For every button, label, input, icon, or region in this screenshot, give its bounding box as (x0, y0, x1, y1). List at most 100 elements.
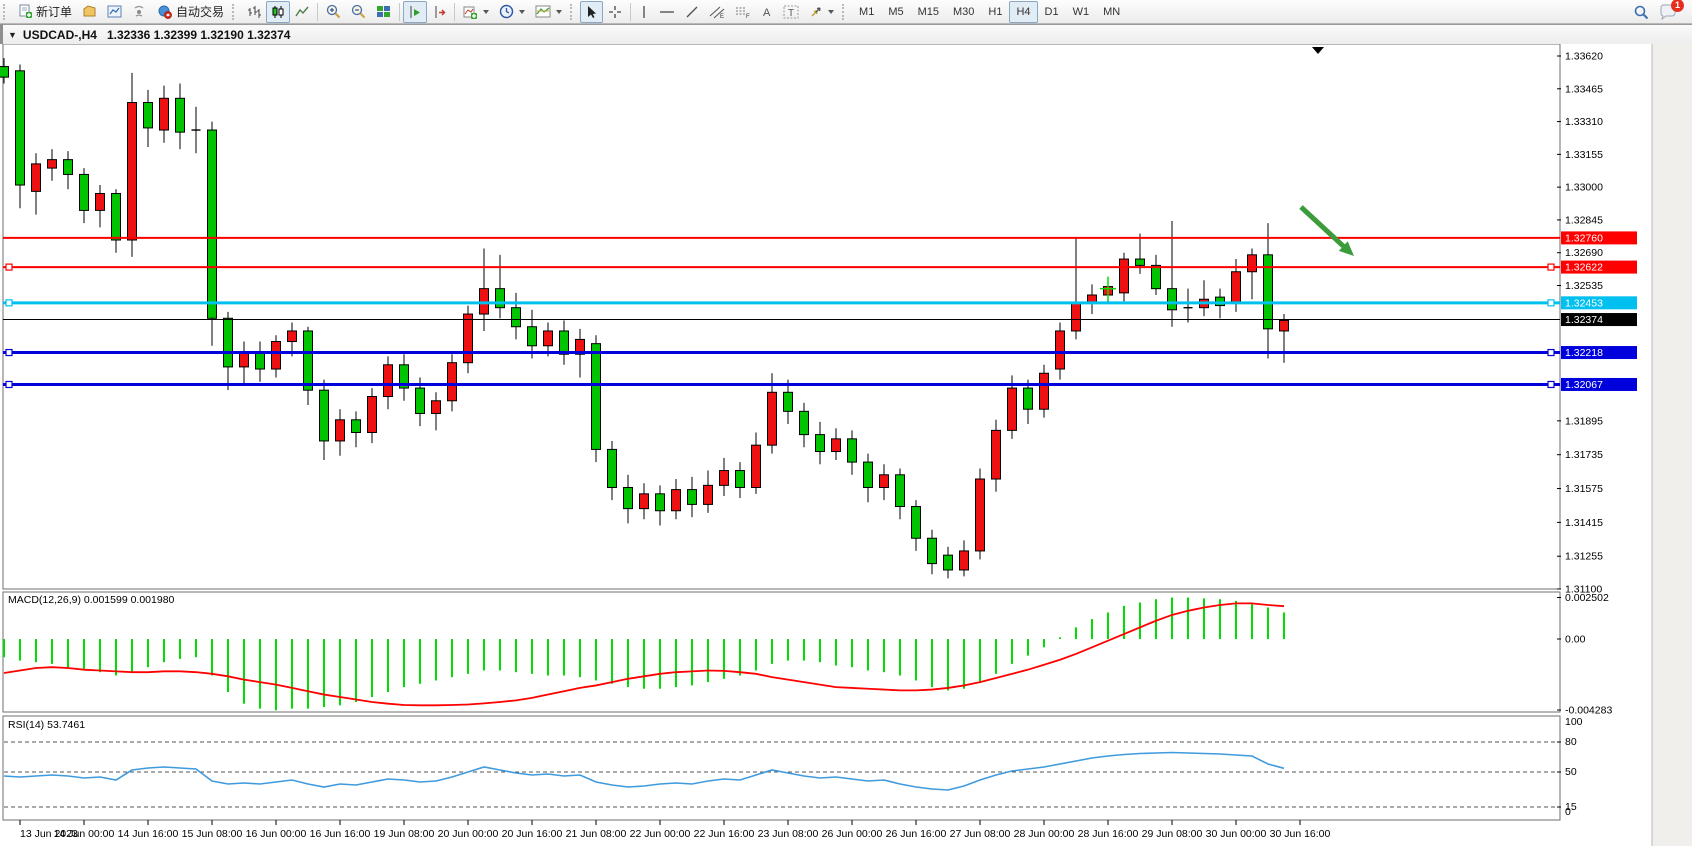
auto-scroll-button[interactable] (403, 0, 428, 23)
timeframe-m5-button[interactable]: M5 (888, 5, 904, 18)
svg-text:14 Jun 00:00: 14 Jun 00:00 (54, 828, 115, 840)
fibonacci-tool[interactable]: F (730, 1, 756, 23)
templates-button[interactable] (530, 1, 567, 23)
profile-icon (83, 5, 96, 17)
arrows-icon (811, 6, 821, 16)
svg-text:30 Jun 16:00: 30 Jun 16:00 (1270, 828, 1331, 840)
timeframe-h1-button[interactable]: H1 (988, 5, 1003, 18)
timeframe-h4-button[interactable]: H4 (1009, 0, 1038, 23)
chart-canvas[interactable]: 1.32760 1.32622 1.32453 1.32218 1.32067 1.323… (0, 44, 1692, 846)
svg-text:15 Jun 08:00: 15 Jun 08:00 (182, 828, 243, 840)
macd-signal-line (3, 602, 1285, 707)
svg-text:1.31895: 1.31895 (1565, 415, 1603, 427)
text-label-icon: T (783, 5, 799, 19)
rsi-pane: 100 80 50 150 (3, 716, 1583, 818)
periods-caret-icon (519, 9, 526, 14)
zoom-in-icon (326, 4, 341, 19)
candlestick-icon (272, 5, 284, 18)
vertical-line-tool[interactable] (634, 1, 654, 23)
timeframe-w1-button[interactable]: W1 (1072, 5, 1090, 18)
line-chart-button[interactable] (290, 1, 314, 23)
svg-text:26 Jun 00:00: 26 Jun 00:00 (822, 828, 883, 840)
indicators-icon (463, 6, 478, 19)
svg-text:1.31415: 1.31415 (1565, 517, 1603, 529)
annotation-arrowhead (1338, 241, 1354, 256)
trend-line-tool[interactable] (680, 1, 704, 23)
svg-text:F: F (746, 14, 750, 19)
svg-text:20 Jun 16:00: 20 Jun 16:00 (502, 828, 563, 840)
arrows-tool[interactable] (804, 1, 839, 23)
annotation-arrow[interactable] (1299, 205, 1350, 253)
svg-text:1.32845: 1.32845 (1565, 214, 1603, 226)
svg-text:1.31735: 1.31735 (1565, 449, 1603, 461)
new-order-button[interactable]: 新订单 (13, 1, 77, 23)
timeframe-mn-button[interactable]: MN (1103, 5, 1121, 18)
autotrading-button[interactable]: 自动交易 (152, 1, 229, 23)
indicators-button[interactable] (458, 1, 494, 23)
chart-shift-marker-icon[interactable] (1312, 47, 1324, 54)
tile-windows-button[interactable] (371, 1, 396, 23)
zoom-out-button[interactable] (346, 1, 371, 23)
toolbar-separator (317, 2, 319, 21)
cursor-tool-button[interactable] (580, 0, 604, 23)
bar-chart-button[interactable] (242, 1, 266, 23)
indicators-caret-icon (483, 9, 490, 14)
svg-text:1.32453: 1.32453 (1565, 297, 1603, 309)
auto-scroll-icon (410, 5, 421, 18)
svg-text:21 Jun 08:00: 21 Jun 08:00 (566, 828, 627, 840)
svg-text:23 Jun 08:00: 23 Jun 08:00 (758, 828, 819, 840)
svg-text:1.31255: 1.31255 (1565, 551, 1603, 563)
notifications-button[interactable]: 1 (1654, 0, 1684, 23)
svg-text:80: 80 (1565, 736, 1577, 748)
macd-indicator-label: MACD(12,26,9) 0.001599 0.001980 (8, 594, 175, 606)
timeframe-m15-button[interactable]: M15 (917, 5, 939, 18)
zoom-in-button[interactable] (321, 1, 346, 23)
horizontal-lines-layer[interactable]: 1.32760 1.32622 1.32453 1.32218 1.32067 1.323… (3, 231, 1637, 391)
svg-text:19 Jun 08:00: 19 Jun 08:00 (374, 828, 435, 840)
zoom-out-icon (351, 4, 366, 19)
timeframe-m1-button[interactable]: M1 (859, 5, 875, 18)
svg-text:13 Jun 2023: 13 Jun 2023 (20, 828, 78, 840)
toolbar-grip (232, 3, 239, 20)
svg-text:22 Jun 00:00: 22 Jun 00:00 (630, 828, 691, 840)
svg-text:1.31575: 1.31575 (1565, 483, 1603, 495)
price-axis[interactable]: 1.33620 1.33465 1.33310 1.33155 1.33000 1.328… (1557, 51, 1603, 596)
market-watch-button[interactable] (102, 1, 127, 23)
svg-text:15: 15 (1565, 801, 1577, 813)
chart-shift-button[interactable] (427, 1, 451, 23)
chart-shift-icon (435, 5, 446, 18)
text-tool[interactable]: A (756, 1, 778, 23)
crosshair-tool-button[interactable] (603, 1, 627, 23)
search-icon (1634, 5, 1649, 19)
periods-button[interactable] (494, 1, 530, 23)
equidistant-channel-tool[interactable]: E (704, 1, 730, 23)
autotrading-icon (157, 5, 173, 19)
clock-icon (499, 4, 514, 19)
svg-text:0.00: 0.00 (1565, 634, 1586, 646)
svg-text:1.31100: 1.31100 (1565, 584, 1602, 596)
search-button[interactable] (1628, 1, 1654, 23)
templates-caret-icon (556, 9, 563, 14)
svg-text:28 Jun 00:00: 28 Jun 00:00 (1014, 828, 1075, 840)
candlestick-chart-button[interactable] (266, 0, 291, 23)
svg-text:30 Jun 00:00: 30 Jun 00:00 (1206, 828, 1267, 840)
trend-line-icon (686, 6, 698, 17)
svg-text:28 Jun 16:00: 28 Jun 16:00 (1078, 828, 1139, 840)
toolbar-grip (3, 3, 10, 20)
chart-profile-button[interactable] (77, 1, 102, 23)
signals-button[interactable] (127, 1, 152, 23)
fibonacci-icon: F (736, 7, 750, 19)
timeframe-m30-button[interactable]: M30 (953, 5, 975, 18)
text-label-tool[interactable]: T (778, 1, 804, 23)
svg-text:0: 0 (1565, 806, 1571, 818)
svg-text:1.32218: 1.32218 (1565, 347, 1603, 359)
svg-text:26 Jun 16:00: 26 Jun 16:00 (886, 828, 947, 840)
horizontal-line-tool[interactable] (654, 1, 680, 23)
svg-text:1.32067: 1.32067 (1565, 379, 1603, 391)
timeframe-d1-button[interactable]: D1 (1044, 5, 1059, 18)
chart-window-icon (107, 5, 122, 18)
toolbar-grip (842, 3, 849, 20)
collapse-triangle-icon[interactable]: ▼ (8, 29, 17, 40)
text-icon: A (763, 7, 771, 19)
